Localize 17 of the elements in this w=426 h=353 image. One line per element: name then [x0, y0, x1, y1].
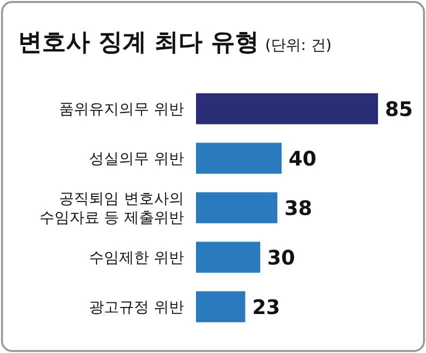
bar [196, 93, 378, 124]
bar [196, 192, 278, 224]
data-label: 23 [252, 294, 280, 319]
y-tick-label: 공직퇴임 변호사의 수임자료 등 제출위반 [39, 189, 184, 226]
bar [196, 142, 282, 174]
chart-subtitle: (단위: 건) [265, 36, 332, 54]
bar [196, 291, 246, 322]
data-label: 40 [288, 146, 316, 170]
data-label: 30 [267, 245, 296, 270]
y-tick-label: 성실의무 위반 [89, 149, 184, 168]
y-tick-label: 광고규정 위반 [89, 298, 184, 316]
data-label: 38 [284, 196, 312, 220]
title: 변호사 징계 최다 유형 [18, 28, 260, 56]
y-tick-label: 품위유지의무 위반 [59, 100, 184, 118]
bar [196, 242, 260, 273]
data-label: 85 [385, 96, 413, 121]
y-tick-label: 수임제한 위반 [89, 248, 184, 266]
